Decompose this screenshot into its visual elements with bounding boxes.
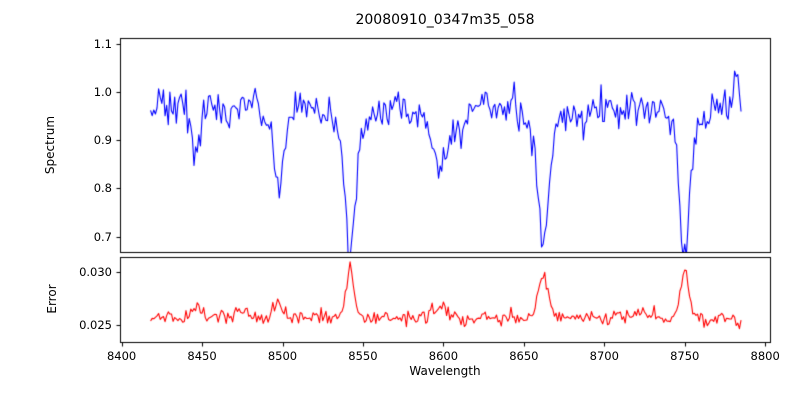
error-y-tick-label: 0.025: [79, 318, 112, 332]
x-tick-label: 8800: [750, 349, 780, 363]
x-tick-label: 8550: [348, 349, 378, 363]
x-tick-label: 8650: [509, 349, 539, 363]
spectrum-y-axis-label: Spectrum: [43, 115, 57, 175]
spectrum-y-tick-label: 0.9: [93, 133, 112, 148]
error-y-tick-label: 0.030: [79, 264, 112, 279]
spectrum-y-tick-label: 1.0: [93, 84, 112, 99]
x-tick-label: 8700: [589, 349, 619, 363]
x-tick-label: 8600: [428, 349, 459, 363]
x-axis-label: Wavelength: [409, 364, 481, 378]
spectrum-y-tick-label: 1.1: [93, 36, 112, 51]
x-tick-label: 8500: [267, 349, 298, 363]
chart-title: 20080910_0347m35_058: [355, 12, 535, 28]
spectrum-y-tick-label: 0.7: [93, 229, 112, 244]
x-tick-label: 8750: [670, 349, 700, 363]
error-y-axis-label: Error: [45, 284, 59, 314]
x-tick-label: 8450: [187, 349, 217, 363]
x-tick-label: 8400: [106, 349, 137, 363]
spectrum-y-tick-label: 0.8: [93, 181, 112, 196]
